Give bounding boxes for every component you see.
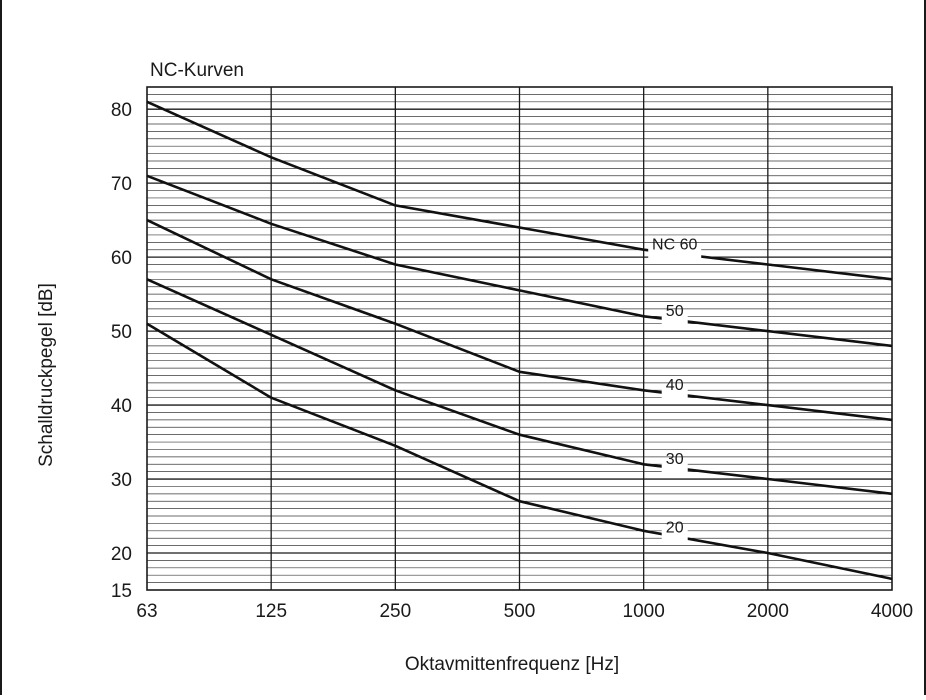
chart-title: NC-Kurven bbox=[150, 60, 244, 81]
y-tick-label: 60 bbox=[111, 248, 132, 269]
x-tick-label: 63 bbox=[136, 601, 157, 622]
curve-label: NC 60 bbox=[652, 236, 697, 253]
x-tick-label: 1000 bbox=[623, 601, 665, 622]
curve-label-bg bbox=[661, 457, 688, 473]
nc-curve-line bbox=[146, 322, 893, 581]
y-tick-label: 80 bbox=[111, 100, 132, 121]
curve-labels: NC 60 50 40 30 20 bbox=[648, 236, 702, 542]
x-tick-label: 500 bbox=[504, 601, 536, 622]
curve-label: 40 bbox=[666, 377, 684, 394]
y-tick-label: 20 bbox=[111, 544, 132, 565]
major-gridlines bbox=[147, 87, 892, 590]
curve-label: 20 bbox=[666, 519, 684, 536]
y-tick-label: 50 bbox=[111, 322, 132, 343]
x-tick-label: 250 bbox=[379, 601, 411, 622]
y-tick-label: 30 bbox=[111, 470, 132, 491]
curve-label-bg bbox=[661, 310, 688, 326]
y-tick-label: 15 bbox=[111, 581, 132, 602]
y-tick-label: 70 bbox=[111, 174, 132, 195]
x-tick-label: 125 bbox=[255, 601, 287, 622]
y-axis-label: Schalldruckpegel [dB] bbox=[36, 283, 57, 467]
y-tick-labels: 15 20 30 40 50 60 70 80 bbox=[111, 100, 132, 602]
curve-label: 30 bbox=[666, 451, 684, 468]
nc-curve-line bbox=[146, 218, 893, 422]
x-tick-label: 2000 bbox=[747, 601, 789, 622]
curve-lines bbox=[146, 100, 893, 581]
nc-curve-line bbox=[146, 174, 893, 348]
plot-area-border bbox=[146, 86, 893, 591]
x-axis-label: Oktavmittenfrequenz [Hz] bbox=[405, 654, 619, 675]
nc-curve-line bbox=[146, 100, 893, 281]
curve-label-bg bbox=[648, 243, 702, 259]
curve-label-bg bbox=[661, 383, 688, 399]
curve-label-bg bbox=[661, 526, 688, 542]
x-tick-labels: 63 125 250 500 1000 2000 4000 bbox=[136, 601, 913, 622]
x-tick-label: 4000 bbox=[871, 601, 913, 622]
nc-curve-line bbox=[146, 278, 893, 496]
y-tick-label: 40 bbox=[111, 396, 132, 417]
curve-label: 50 bbox=[666, 303, 684, 320]
